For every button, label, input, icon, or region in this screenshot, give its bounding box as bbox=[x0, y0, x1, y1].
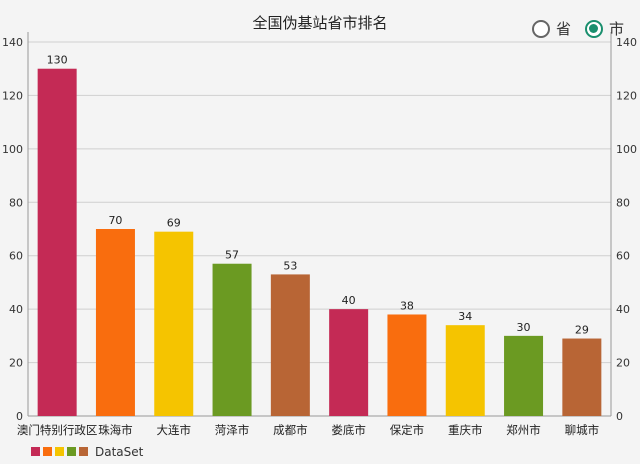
x-tick-label: 澳门特别行政区 bbox=[17, 423, 98, 437]
legend-swatch bbox=[67, 447, 76, 456]
x-axis-labels: 澳门特别行政区 珠海市 大连市 菏泽市 成都市 娄底市 保定市 重庆市 郑州市 聊城市 bbox=[17, 423, 599, 437]
data-label: 30 bbox=[517, 321, 531, 334]
x-tick-label: 珠海市 bbox=[98, 423, 133, 437]
y-tick-label-left: 40 bbox=[9, 303, 23, 316]
data-label: 130 bbox=[47, 54, 68, 67]
data-label: 57 bbox=[225, 249, 239, 262]
bar bbox=[212, 263, 252, 416]
y-tick-label-right: 80 bbox=[616, 196, 630, 209]
data-label: 29 bbox=[575, 324, 589, 337]
y-axis-left: 0 20 40 60 80 100 120 140 bbox=[2, 32, 29, 423]
x-tick-label: 成都市 bbox=[273, 423, 308, 437]
bar bbox=[270, 274, 310, 416]
y-tick-label-left: 100 bbox=[2, 143, 23, 156]
bar bbox=[95, 229, 135, 416]
y-tick-label-left: 20 bbox=[9, 357, 23, 370]
y-tick-label-right: 100 bbox=[616, 143, 637, 156]
data-label: 38 bbox=[400, 299, 414, 312]
radio-province-label: 省 bbox=[555, 20, 571, 38]
y-tick-label-right: 120 bbox=[616, 89, 637, 102]
data-label: 70 bbox=[108, 214, 122, 227]
legend: DataSet bbox=[31, 445, 144, 459]
bars: 130 70 69 57 53 40 38 34 30 29 bbox=[37, 54, 602, 416]
legend-swatch bbox=[79, 447, 88, 456]
radio-province[interactable]: 省 bbox=[531, 18, 579, 39]
bar bbox=[329, 309, 369, 416]
bar bbox=[37, 68, 77, 416]
x-tick-label: 娄底市 bbox=[331, 423, 366, 437]
x-tick-label: 重庆市 bbox=[448, 423, 483, 437]
legend-swatch bbox=[55, 447, 64, 456]
y-tick-label-left: 60 bbox=[9, 250, 23, 263]
radio-city-circle[interactable] bbox=[584, 19, 603, 38]
y-tick-label-right: 0 bbox=[616, 410, 623, 423]
y-tick-label-left: 140 bbox=[2, 36, 23, 49]
radio-city-label: 市 bbox=[608, 20, 624, 38]
x-tick-label: 聊城市 bbox=[565, 423, 600, 437]
data-label: 69 bbox=[167, 217, 181, 230]
chart-title: 全国伪基站省市排名 bbox=[252, 14, 387, 32]
x-tick-label: 郑州市 bbox=[506, 423, 541, 437]
province-city-toggle: 省 市 bbox=[531, 18, 632, 39]
x-tick-label: 保定市 bbox=[390, 423, 425, 437]
legend-label: DataSet bbox=[95, 445, 144, 459]
data-label: 34 bbox=[458, 310, 472, 323]
y-tick-label-left: 0 bbox=[16, 410, 23, 423]
bar bbox=[504, 335, 544, 416]
legend-swatch bbox=[31, 447, 40, 456]
bar bbox=[154, 231, 194, 416]
data-label: 40 bbox=[342, 294, 356, 307]
y-tick-label-left: 80 bbox=[9, 196, 23, 209]
bar bbox=[562, 338, 602, 416]
y-tick-label-right: 20 bbox=[616, 357, 630, 370]
y-tick-label-right: 60 bbox=[616, 250, 630, 263]
y-tick-label-right: 40 bbox=[616, 303, 630, 316]
data-label: 53 bbox=[283, 259, 297, 272]
y-tick-label-right: 140 bbox=[616, 36, 637, 49]
radio-city[interactable]: 市 bbox=[584, 18, 632, 39]
radio-province-circle[interactable] bbox=[531, 19, 550, 38]
x-tick-label: 菏泽市 bbox=[215, 423, 250, 437]
y-tick-label-left: 120 bbox=[2, 89, 23, 102]
bar bbox=[445, 325, 485, 416]
y-axis-right: 0 20 40 60 80 100 120 140 bbox=[610, 32, 637, 423]
x-tick-label: 大连市 bbox=[157, 423, 192, 437]
legend-swatch bbox=[43, 447, 52, 456]
bar bbox=[387, 314, 427, 416]
